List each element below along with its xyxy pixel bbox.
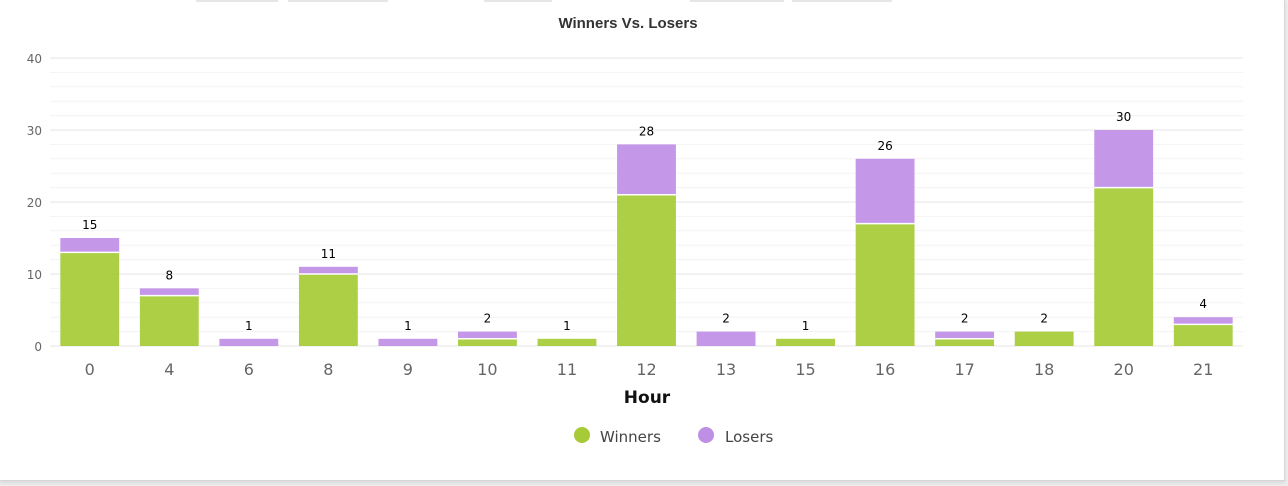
bar-segment-losers[interactable] bbox=[219, 338, 279, 346]
bar-segment-losers[interactable] bbox=[139, 288, 199, 296]
x-tick-label: 11 bbox=[557, 360, 577, 379]
bar-segment-losers[interactable] bbox=[855, 158, 915, 224]
x-tick-label: 6 bbox=[244, 360, 254, 379]
legend-item-winners[interactable]: Winners bbox=[574, 427, 661, 446]
data-label: 28 bbox=[639, 124, 654, 138]
x-tick-label: 21 bbox=[1193, 360, 1213, 379]
y-tick-label: 0 bbox=[34, 340, 42, 354]
x-tick-label: 9 bbox=[403, 360, 413, 379]
bar-segment-winners[interactable] bbox=[60, 252, 120, 346]
tab-placeholder[interactable] bbox=[690, 0, 784, 2]
x-tick-label: 0 bbox=[85, 360, 95, 379]
x-tick-label: 18 bbox=[1034, 360, 1054, 379]
tab-placeholder[interactable] bbox=[792, 0, 892, 2]
data-label: 2 bbox=[484, 312, 492, 326]
data-label: 11 bbox=[321, 247, 336, 261]
bar-segment-winners[interactable] bbox=[537, 338, 597, 346]
data-label: 4 bbox=[1199, 297, 1207, 311]
tab-placeholder[interactable] bbox=[196, 0, 278, 2]
chart-title: Winners Vs. Losers bbox=[558, 15, 697, 32]
bar-segment-winners[interactable] bbox=[1173, 324, 1233, 346]
tab-placeholder[interactable] bbox=[288, 0, 388, 2]
y-tick-label: 30 bbox=[27, 124, 42, 138]
data-label: 26 bbox=[877, 139, 892, 153]
bar-segment-losers[interactable] bbox=[60, 238, 120, 253]
x-tick-label: 20 bbox=[1114, 360, 1134, 379]
x-tick-label: 10 bbox=[477, 360, 497, 379]
tab-placeholder[interactable] bbox=[484, 0, 552, 2]
data-label: 2 bbox=[722, 312, 730, 326]
bar-segment-losers[interactable] bbox=[935, 331, 995, 339]
x-tick-label: 13 bbox=[716, 360, 736, 379]
y-axis-ticks: 0 10 20 30 40 bbox=[27, 52, 42, 354]
data-label: 2 bbox=[1040, 312, 1048, 326]
x-tick-label: 12 bbox=[636, 360, 656, 379]
x-tick-label: 15 bbox=[795, 360, 815, 379]
data-label: 15 bbox=[82, 218, 97, 232]
bar-segment-losers[interactable] bbox=[378, 338, 438, 346]
legend-label: Winners bbox=[600, 428, 661, 446]
bar-segment-winners[interactable] bbox=[776, 338, 835, 346]
data-label: 1 bbox=[245, 319, 253, 333]
legend-label: Losers bbox=[725, 428, 773, 446]
data-label: 8 bbox=[165, 268, 173, 282]
bar-segment-winners[interactable] bbox=[617, 194, 676, 346]
bar-segment-winners[interactable] bbox=[139, 295, 199, 346]
bar-segment-losers[interactable] bbox=[458, 331, 517, 339]
x-axis-ticks: 0 4 6 8 9 10 11 12 13 15 16 17 18 20 21 bbox=[85, 360, 1214, 379]
legend-marker bbox=[698, 427, 714, 443]
legend: Winners Losers bbox=[574, 427, 773, 446]
bar-segment-winners[interactable] bbox=[855, 223, 915, 346]
bar-segment-winners[interactable] bbox=[1094, 187, 1154, 346]
tab-strip bbox=[0, 0, 1288, 3]
y-tick-label: 10 bbox=[27, 268, 42, 282]
y-tick-label: 40 bbox=[27, 52, 42, 66]
x-tick-label: 8 bbox=[323, 360, 333, 379]
bar-segment-losers[interactable] bbox=[1173, 317, 1233, 325]
data-label: 30 bbox=[1116, 110, 1131, 124]
y-tick-label: 20 bbox=[27, 196, 42, 210]
bar-segment-losers[interactable] bbox=[1094, 130, 1154, 188]
bar-segment-winners[interactable] bbox=[1014, 331, 1074, 346]
data-label: 1 bbox=[802, 319, 810, 333]
bar-segment-winners[interactable] bbox=[298, 274, 358, 346]
data-label: 1 bbox=[563, 319, 571, 333]
bar-segment-winners[interactable] bbox=[458, 338, 517, 346]
bar-segment-losers[interactable] bbox=[696, 331, 756, 346]
legend-item-losers[interactable]: Losers bbox=[698, 427, 773, 446]
data-label: 1 bbox=[404, 319, 412, 333]
data-label: 2 bbox=[961, 312, 969, 326]
x-tick-label: 17 bbox=[954, 360, 974, 379]
bar-segment-winners[interactable] bbox=[935, 338, 995, 346]
x-axis-label: Hour bbox=[624, 388, 671, 408]
bar-segment-losers[interactable] bbox=[298, 266, 358, 274]
legend-marker bbox=[574, 427, 590, 443]
x-tick-label: 4 bbox=[164, 360, 174, 379]
x-tick-label: 16 bbox=[875, 360, 895, 379]
bar-segment-losers[interactable] bbox=[617, 144, 676, 195]
